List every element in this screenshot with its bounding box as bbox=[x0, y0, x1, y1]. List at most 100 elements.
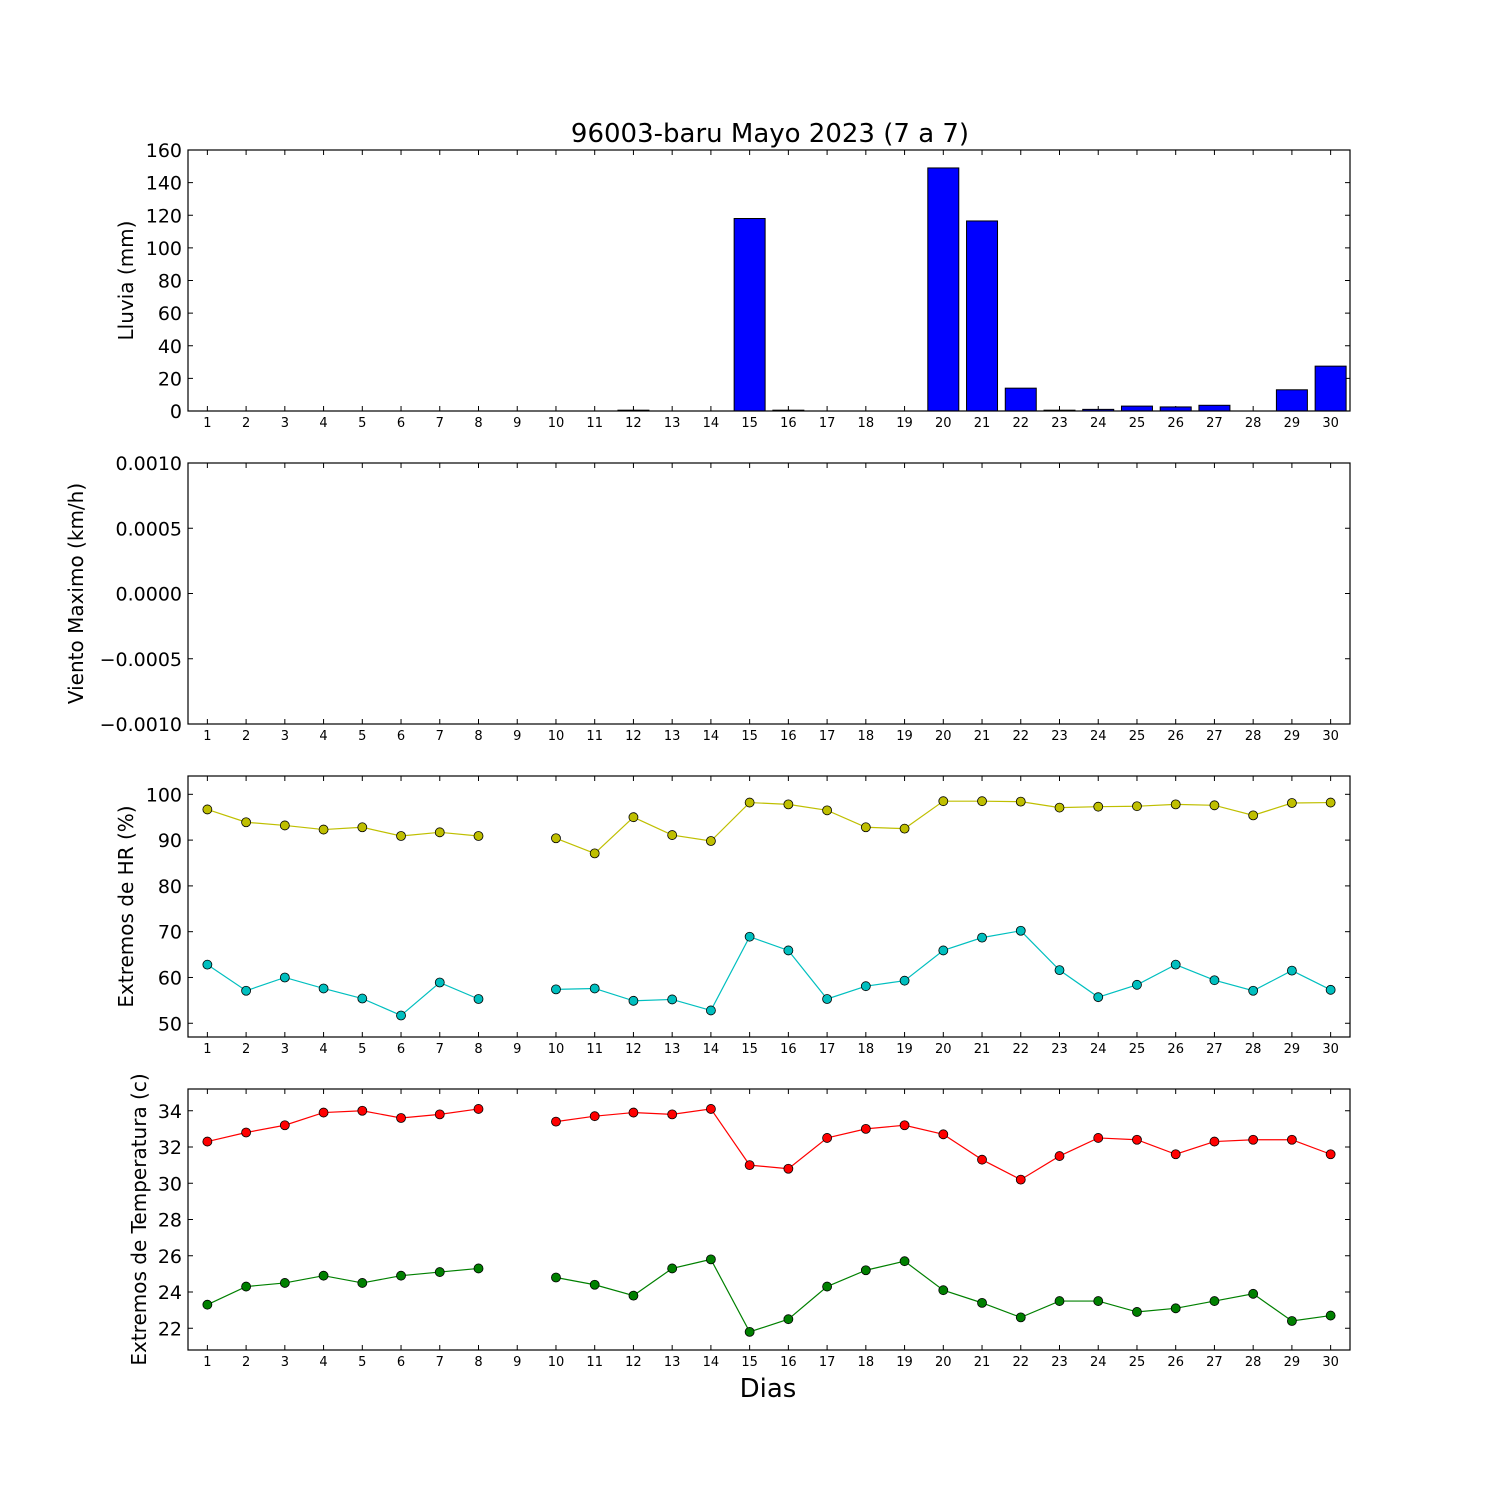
data-point bbox=[1325, 984, 1336, 995]
data-point bbox=[396, 831, 406, 841]
x-tick-label: 17 bbox=[819, 1355, 836, 1370]
x-tick-label: 4 bbox=[319, 1355, 327, 1370]
x-tick-label: 2 bbox=[242, 729, 250, 744]
x-tick-label: 25 bbox=[1129, 416, 1146, 431]
x-tick-label: 7 bbox=[436, 1355, 444, 1370]
x-tick-label: 9 bbox=[513, 729, 521, 744]
y-tick-label: 140 bbox=[146, 173, 182, 195]
data-point bbox=[396, 1270, 406, 1281]
axes-frame bbox=[187, 1088, 1351, 1351]
x-tick-label: 14 bbox=[703, 416, 720, 431]
y-axis-label: Lluvia (mm) bbox=[114, 221, 138, 341]
data-point bbox=[822, 994, 832, 1004]
x-tick-label: 19 bbox=[896, 729, 913, 744]
x-tick-label: 27 bbox=[1206, 1355, 1223, 1370]
data-point bbox=[783, 799, 794, 810]
data-point bbox=[434, 977, 445, 988]
data-point bbox=[977, 932, 987, 943]
x-tick-label: 24 bbox=[1090, 1042, 1107, 1057]
data-point bbox=[551, 833, 561, 844]
x-tick-label: 4 bbox=[319, 1042, 327, 1057]
x-tick-label: 30 bbox=[1322, 416, 1339, 431]
data-point bbox=[589, 1279, 600, 1290]
data-point bbox=[1209, 800, 1220, 811]
data-point bbox=[899, 1120, 910, 1131]
x-tick-label: 17 bbox=[819, 416, 836, 431]
x-tick-label: 15 bbox=[741, 416, 758, 431]
x-tick-label: 23 bbox=[1051, 416, 1068, 431]
data-point bbox=[241, 1281, 252, 1292]
data-point bbox=[241, 817, 252, 828]
x-tick-label: 18 bbox=[858, 1355, 875, 1370]
x-tick-label: 22 bbox=[1012, 1042, 1029, 1057]
data-point bbox=[744, 797, 755, 808]
data-point bbox=[860, 1265, 871, 1276]
x-tick-label: 14 bbox=[703, 729, 720, 744]
data-point bbox=[706, 1104, 716, 1114]
data-point bbox=[1248, 1134, 1259, 1145]
y-tick-label: 0 bbox=[170, 401, 182, 423]
x-tick-label: 21 bbox=[974, 1042, 991, 1057]
x-tick-label: 18 bbox=[858, 729, 875, 744]
data-point bbox=[706, 836, 716, 846]
x-tick-label: 9 bbox=[513, 1042, 521, 1057]
x-tick-label: 15 bbox=[741, 1355, 758, 1370]
y-tick-label: 160 bbox=[146, 140, 182, 162]
data-point bbox=[744, 1326, 755, 1337]
data-point bbox=[318, 983, 329, 994]
x-tick-label: 11 bbox=[586, 729, 603, 744]
y-tick-label: 80 bbox=[158, 876, 182, 898]
x-tick-label: 8 bbox=[474, 416, 482, 431]
y-tick-label: 26 bbox=[158, 1246, 182, 1268]
x-tick-label: 16 bbox=[780, 1042, 797, 1057]
data-point bbox=[977, 1297, 987, 1308]
data-point bbox=[667, 830, 678, 840]
x-tick-label: 29 bbox=[1284, 1042, 1301, 1057]
data-point bbox=[1170, 1149, 1181, 1160]
x-tick-label: 20 bbox=[935, 1042, 952, 1057]
series-line bbox=[207, 1267, 479, 1306]
data-point bbox=[1132, 979, 1142, 990]
data-point bbox=[783, 1163, 794, 1174]
data-point bbox=[202, 1136, 213, 1147]
x-tick-label: 25 bbox=[1129, 1042, 1146, 1057]
x-tick-label: 2 bbox=[242, 1355, 250, 1370]
data-point bbox=[1093, 992, 1104, 1003]
x-tick-label: 1 bbox=[203, 416, 211, 431]
x-tick-label: 23 bbox=[1051, 1042, 1068, 1057]
x-tick-label: 12 bbox=[625, 416, 642, 431]
x-tick-label: 24 bbox=[1090, 416, 1107, 431]
data-point bbox=[473, 1263, 484, 1274]
data-point bbox=[1132, 1134, 1142, 1145]
x-tick-label: 16 bbox=[780, 729, 797, 744]
data-point bbox=[1015, 1174, 1026, 1185]
data-point bbox=[589, 1111, 600, 1122]
x-tick-label: 12 bbox=[625, 729, 642, 744]
data-point bbox=[938, 945, 949, 956]
data-point bbox=[822, 1281, 832, 1292]
data-point bbox=[1287, 965, 1297, 976]
data-point bbox=[667, 1109, 678, 1120]
y-tick-label: 28 bbox=[158, 1210, 182, 1232]
x-tick-label: 20 bbox=[935, 1355, 952, 1370]
data-point bbox=[551, 1272, 561, 1283]
data-point bbox=[899, 975, 910, 986]
series-line bbox=[207, 964, 479, 1017]
data-point bbox=[1015, 1312, 1026, 1323]
data-point bbox=[783, 945, 794, 956]
data-point bbox=[860, 822, 871, 833]
data-point bbox=[434, 1267, 445, 1277]
x-tick-label: 4 bbox=[319, 416, 327, 431]
x-tick-label: 20 bbox=[935, 729, 952, 744]
x-tick-label: 29 bbox=[1284, 729, 1301, 744]
x-tick-label: 26 bbox=[1167, 729, 1184, 744]
y-tick-label: 120 bbox=[146, 205, 182, 227]
x-tick-label: 20 bbox=[935, 416, 952, 431]
x-tick-label: 24 bbox=[1090, 1355, 1107, 1370]
x-tick-label: 6 bbox=[397, 1042, 405, 1057]
x-tick-label: 16 bbox=[780, 416, 797, 431]
axes-frame bbox=[187, 149, 1351, 412]
y-axis-label: Extremos de Temperatura (c) bbox=[127, 1073, 151, 1365]
